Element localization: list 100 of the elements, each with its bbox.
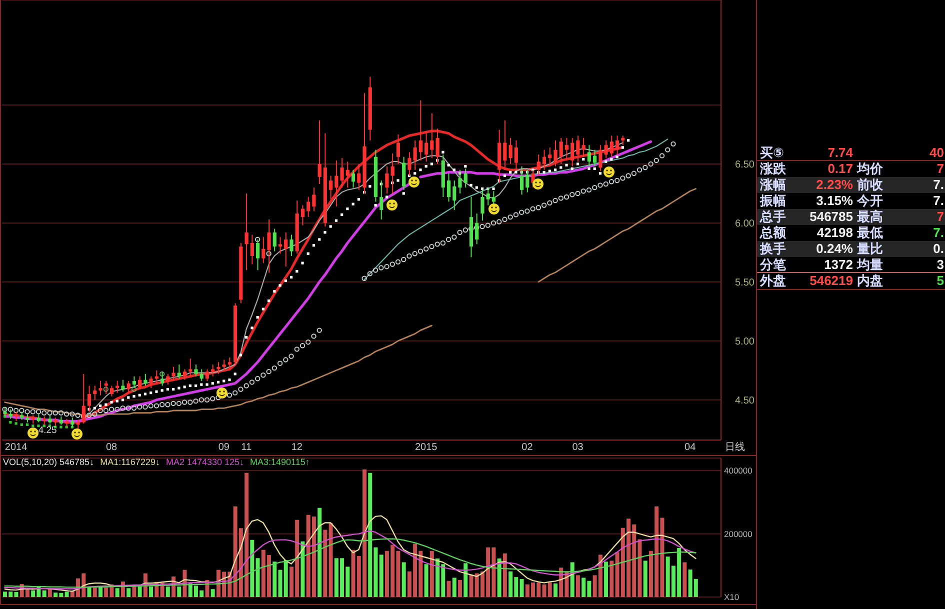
- text: 均价: [857, 161, 883, 176]
- candlestick: [548, 146, 552, 167]
- candlestick: [182, 368, 187, 380]
- bar: [604, 562, 608, 597]
- bar: [452, 578, 456, 597]
- candlestick: [582, 138, 586, 158]
- bar: [48, 589, 52, 597]
- text: 最低: [857, 225, 883, 240]
- candlestick: [570, 138, 574, 167]
- candlestick: [351, 169, 356, 188]
- text: 7: [936, 161, 944, 176]
- y-tick-label: 6.50: [735, 159, 755, 170]
- text: 7.: [933, 177, 944, 192]
- candlestick: [160, 371, 164, 386]
- x-tick-label: 12: [291, 442, 303, 453]
- text: 42198: [816, 225, 853, 240]
- text: 均量: [857, 257, 883, 272]
- candlestick: [554, 140, 558, 167]
- point: [266, 251, 272, 256]
- candlestick: [514, 140, 518, 170]
- bar: [553, 583, 558, 597]
- text: 3.15%: [816, 193, 853, 208]
- candlestick: [598, 144, 602, 172]
- text: 分笔: [760, 257, 786, 272]
- text: 2.23%: [816, 177, 853, 192]
- bar: [115, 588, 120, 597]
- candlestick: [346, 161, 350, 188]
- text: 7.: [933, 193, 944, 208]
- text: MA1:1167229↓: [100, 457, 160, 467]
- text: 7.74: [828, 145, 853, 160]
- candlestick: [194, 364, 198, 377]
- x-tick-label: 11: [241, 442, 252, 453]
- candlestick: [508, 138, 512, 164]
- candlestick: [267, 218, 271, 273]
- y-tick-label: 400000: [724, 466, 753, 476]
- bar: [300, 541, 305, 597]
- candlestick: [172, 366, 176, 382]
- point: [103, 386, 109, 392]
- text: 1372: [824, 257, 853, 272]
- text: 换手: [760, 241, 786, 256]
- point: [9, 421, 12, 424]
- text: 买⑤: [760, 145, 784, 160]
- point: [26, 423, 29, 426]
- candlestick: [318, 120, 322, 185]
- candlestick: [222, 359, 226, 372]
- text: 内盘: [857, 273, 883, 288]
- point: [60, 426, 62, 428]
- candlestick: [340, 158, 344, 188]
- bar: [458, 580, 462, 597]
- x-tick-label: 2014: [4, 442, 28, 453]
- candlestick: [396, 134, 400, 164]
- text: 0.24%: [816, 241, 853, 256]
- point: [131, 386, 137, 392]
- candlestick: [430, 112, 434, 159]
- x-tick-label: 04: [684, 442, 696, 453]
- candlestick: [418, 100, 422, 161]
- line-series: [4, 530, 696, 590]
- y-tick-label: X10: [724, 592, 740, 602]
- candlestick: [385, 166, 389, 194]
- candlestick: [8, 408, 12, 420]
- candlestick: [306, 196, 310, 218]
- candlestick: [402, 156, 406, 190]
- bar: [502, 553, 507, 597]
- candlestick: [334, 160, 338, 207]
- text: 外盘: [760, 273, 786, 288]
- text: 40: [930, 145, 944, 160]
- bar: [149, 586, 154, 597]
- candlestick: [200, 368, 204, 382]
- candlestick: [503, 120, 507, 170]
- candlestick: [149, 376, 153, 389]
- candlestick: [144, 373, 148, 386]
- candlestick: [188, 358, 192, 377]
- line-series: [4, 538, 696, 588]
- candlestick: [284, 232, 288, 268]
- candlestick: [138, 376, 142, 390]
- y-tick-label: 5.50: [735, 277, 755, 288]
- bar: [402, 562, 406, 597]
- text: 总额: [760, 225, 786, 240]
- text: 量比: [857, 241, 883, 256]
- bar: [464, 563, 468, 597]
- candlestick: [116, 380, 120, 394]
- candlestick: [166, 373, 170, 386]
- candlestick: [615, 135, 620, 156]
- candlestick: [604, 140, 608, 159]
- bar: [610, 560, 614, 597]
- text: 日线: [725, 442, 745, 453]
- candlestick: [464, 168, 468, 188]
- bar: [520, 578, 524, 597]
- bar: [682, 562, 687, 597]
- candlestick: [205, 368, 210, 382]
- candlestick: [278, 236, 282, 254]
- bar: [210, 589, 215, 597]
- x-tick-label: 2015: [414, 442, 438, 453]
- y-tick-label: 4.50: [735, 395, 755, 406]
- bar: [576, 575, 580, 597]
- bar: [469, 575, 474, 597]
- bar: [379, 554, 384, 597]
- point: [159, 371, 165, 377]
- x-tick-label: 09: [218, 442, 230, 453]
- bar: [323, 530, 328, 597]
